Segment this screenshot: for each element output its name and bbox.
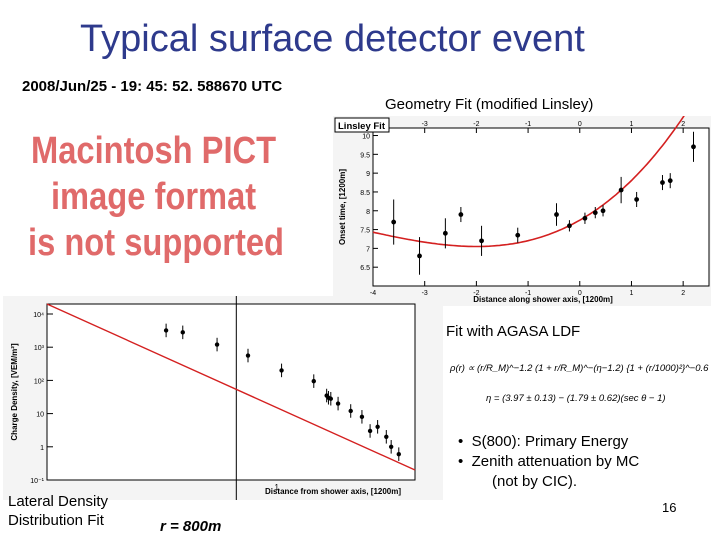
- lateral-fit-label: Lateral Density Distribution Fit: [8, 492, 108, 530]
- geo-data-point: [458, 212, 464, 217]
- legend-box: [334, 117, 390, 133]
- ldf-data-point: [311, 378, 316, 384]
- geo-y-tick-label: 8.5: [360, 190, 370, 197]
- geo-data-point: [592, 210, 598, 216]
- pict-line-1: Macintosh PICT: [30, 130, 277, 172]
- geo-data-point: [618, 187, 624, 193]
- geo-x-tick-label: -1: [525, 290, 531, 297]
- ldf-data-point: [384, 434, 389, 440]
- r800-label: r = 800m: [160, 518, 222, 535]
- formula-rho: ρ(r) ∝ (r/R_M)^−1.2 (1 + r/R_M)^−(η−1.2)…: [449, 363, 709, 374]
- agasa-fit-label: Fit with AGASA LDF: [446, 323, 581, 340]
- pict-line-3: is not supported: [28, 222, 284, 264]
- pict-line-2: image format: [50, 176, 257, 218]
- ldf-fit-line: [46, 303, 416, 471]
- ldf-y-tick-label: 1: [40, 445, 44, 452]
- ldf-data-point: [328, 396, 334, 401]
- lateral-density-chart: 10⁴ 10³ 10² 10 1 10⁻¹ 1 Distance from shower …: [3, 296, 443, 500]
- geo-data-point: [567, 223, 572, 229]
- ldf-x-axis-label: Distance from shower axis, [1200m]: [265, 487, 401, 496]
- bullet-item: • Zenith attenuation by MC: [458, 453, 640, 470]
- geo-x-tick-label: 1: [630, 290, 634, 297]
- event-timestamp: 2008/Jun/25 - 19: 45: 52. 588670 UTC: [22, 78, 283, 95]
- ldf-data-point: [367, 428, 373, 434]
- ldf-data-point: [214, 342, 220, 347]
- geo-top-tick-label: 0: [578, 121, 582, 128]
- geo-data-point: [634, 197, 640, 202]
- lateral-label-line-1: Lateral Density: [8, 493, 109, 510]
- legend-text: Linsley Fit: [338, 121, 386, 132]
- bullet-list: • S(800): Primary Energy • Zenith attenu…: [458, 432, 639, 492]
- bullet-continuation: (not by CIC).: [492, 473, 578, 490]
- ldf-x-tick-label: 1: [274, 483, 279, 492]
- ldf-data-point: [245, 353, 251, 358]
- geo-data-point: [515, 232, 521, 238]
- geo-data-point: [582, 215, 588, 221]
- geo-data-point: [417, 253, 422, 259]
- geo-x-tick-label: -3: [422, 290, 428, 297]
- geometry-fit-curve: [372, 116, 685, 248]
- geo-y-tick-label: 9: [366, 171, 370, 178]
- geo-x-tick-label: 2: [681, 290, 685, 297]
- geo-x-tick-label: -4: [370, 290, 376, 297]
- geo-y-tick-label: 9.5: [360, 152, 370, 159]
- formula-eta: η = (3.97 ± 0.13) − (1.79 ± 0.62)(sec θ …: [486, 393, 666, 404]
- geo-data-point: [479, 238, 484, 244]
- geometry-fit-label: Geometry Fit (modified Linsley): [385, 96, 594, 113]
- geo-y-tick-label: 6.5: [360, 265, 370, 272]
- geo-top-tick-label: -1: [525, 121, 531, 128]
- ldf-data-point: [359, 414, 365, 420]
- geo-data-point: [391, 219, 397, 225]
- geo-x-tick-label: -2: [473, 290, 479, 297]
- geo-top-tick-label: -3: [422, 121, 428, 128]
- ldf-data-point: [180, 330, 185, 335]
- ldf-data-point: [388, 444, 394, 449]
- geo-top-tick-label: 1: [630, 121, 634, 128]
- lateral-label-line-2: Distribution Fit: [8, 512, 104, 529]
- geo-data-point: [600, 208, 606, 214]
- ldf-y-tick-label: 10³: [34, 345, 45, 352]
- geo-top-tick-label: 2: [681, 121, 685, 128]
- page-number: 16: [662, 500, 677, 515]
- ldf-y-tick-label: 10⁴: [33, 312, 44, 319]
- geo-data-point: [442, 230, 448, 236]
- ldf-data-point: [348, 408, 353, 414]
- geo-y-tick-label: 10: [362, 134, 370, 141]
- geo-x-tick-label: 0: [578, 290, 582, 297]
- slide-title: Typical surface detector event: [80, 18, 585, 60]
- geo-x-axis-label: Distance along shower axis, [1200m]: [473, 295, 613, 304]
- geo-y-tick-label: 8: [366, 209, 370, 216]
- ldf-data-point: [335, 401, 341, 406]
- bullet-text: S(800): Primary Energy: [471, 433, 629, 450]
- geo-y-tick-label: 7: [366, 246, 370, 253]
- geo-data-point: [660, 180, 665, 185]
- ldf-data-point: [279, 368, 284, 373]
- bullet-item: • S(800): Primary Energy: [458, 433, 629, 450]
- pict-placeholder: Macintosh PICT image format is not suppo…: [28, 128, 284, 266]
- ldf-y-tick-label: 10⁻¹: [30, 478, 44, 485]
- bullet-text: Zenith attenuation by MC: [471, 453, 640, 470]
- geo-data-point: [667, 178, 673, 184]
- geo-y-tick-label: 7.5: [360, 228, 370, 235]
- ldf-y-tick-label: 10: [36, 412, 44, 419]
- ldf-y-axis-label: Charge Density, [VEM/m²]: [10, 343, 19, 441]
- ldf-data-point: [163, 328, 169, 333]
- geo-top-tick-label: -2: [473, 121, 479, 128]
- geo-y-axis-label: Onset time, [1200m]: [338, 169, 347, 245]
- ldf-y-tick-label: 10²: [34, 378, 45, 385]
- geometry-fit-chart: Linsley Fit -3 -2 -1 0 1 2 -4 -3 -2 -1 0 1 2 6.5 7 7.…: [333, 116, 711, 306]
- geo-data-point: [554, 212, 559, 217]
- ldf-data-point: [375, 424, 380, 430]
- agasa-formula: ρ(r) ∝ (r/R_M)^−1.2 (1 + r/R_M)^−(η−1.2)…: [449, 363, 709, 404]
- ldf-data-point: [396, 451, 401, 457]
- geo-data-point: [691, 144, 696, 150]
